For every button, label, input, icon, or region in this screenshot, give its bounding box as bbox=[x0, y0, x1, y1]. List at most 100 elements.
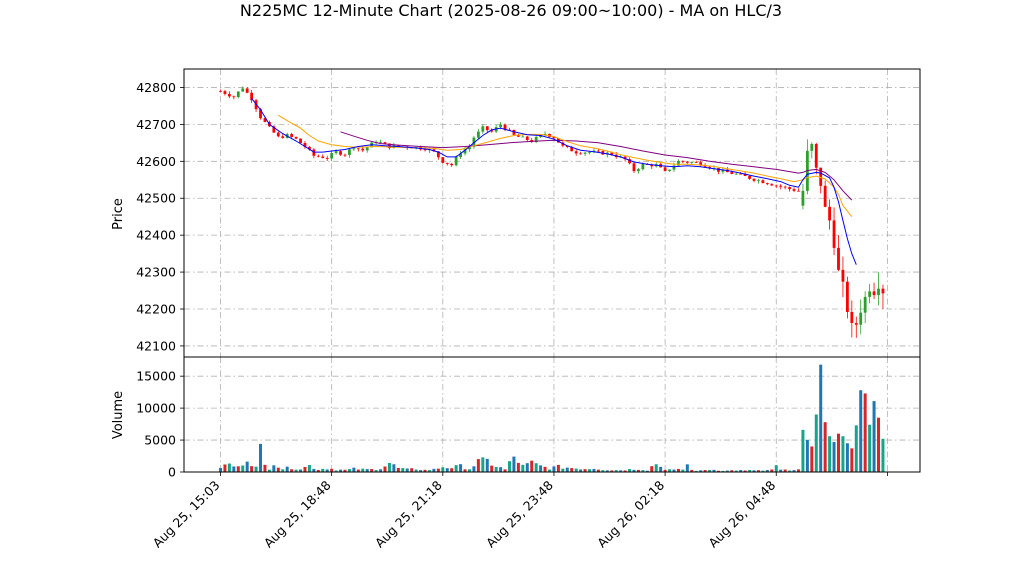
candle-body bbox=[690, 162, 694, 163]
volume-bar bbox=[490, 465, 494, 472]
volume-bar bbox=[565, 467, 569, 472]
candle-body bbox=[668, 169, 671, 171]
volume-bar bbox=[494, 466, 498, 472]
candle-body bbox=[468, 146, 471, 150]
candle-body bbox=[250, 92, 254, 101]
x-tick-label: Aug 25, 21:18 bbox=[372, 477, 445, 550]
volume-bar bbox=[503, 469, 507, 472]
volume-bar bbox=[254, 466, 258, 472]
volume-bar bbox=[850, 448, 854, 472]
candle-body bbox=[837, 247, 840, 270]
candle-body bbox=[227, 93, 231, 97]
volume-bar bbox=[881, 438, 885, 472]
candle-body bbox=[797, 190, 800, 192]
volume-bar bbox=[752, 470, 756, 472]
candle-body bbox=[454, 157, 458, 166]
volume-bar bbox=[845, 443, 849, 472]
volume-bar bbox=[459, 464, 463, 472]
volume-axis-label: Volume bbox=[111, 391, 126, 439]
volume-bar bbox=[699, 470, 703, 472]
volume-bar bbox=[556, 464, 560, 472]
candle-body bbox=[770, 184, 774, 186]
volume-bar bbox=[334, 470, 338, 472]
volume-bar bbox=[788, 470, 792, 472]
candle-body bbox=[792, 189, 796, 191]
volume-bar bbox=[525, 463, 529, 472]
volume-bar bbox=[370, 469, 374, 472]
volume-bar bbox=[614, 470, 618, 472]
volume-bar bbox=[596, 469, 600, 472]
volume-bar bbox=[663, 469, 667, 472]
volume-bar bbox=[716, 470, 720, 472]
candle-body bbox=[783, 186, 787, 188]
volume-bar bbox=[321, 468, 325, 472]
volume-bar bbox=[836, 433, 840, 472]
candle-body bbox=[436, 151, 440, 158]
candle-body bbox=[850, 312, 854, 323]
volume-bar bbox=[739, 470, 743, 472]
volume-bar bbox=[450, 468, 454, 472]
volume-bar bbox=[299, 469, 303, 472]
x-tick-label: Aug 25, 18:48 bbox=[261, 477, 334, 550]
volume-bar bbox=[619, 470, 623, 472]
volume-bar bbox=[267, 469, 271, 472]
candle-body bbox=[450, 163, 454, 166]
volume-panel-frame bbox=[183, 356, 921, 473]
volume-bar bbox=[796, 469, 800, 472]
volume-bar bbox=[379, 469, 383, 472]
candle-body bbox=[223, 91, 227, 94]
volume-bar bbox=[307, 465, 311, 472]
candle-body bbox=[321, 156, 325, 158]
candle-body bbox=[485, 126, 489, 131]
volume-bar bbox=[499, 467, 503, 472]
volume-bar bbox=[583, 469, 587, 472]
price-tick-label: 42300 bbox=[136, 265, 176, 280]
candle-body bbox=[734, 173, 738, 175]
volume-bar bbox=[628, 469, 632, 472]
candle-body bbox=[396, 145, 400, 147]
volume-bar bbox=[281, 469, 285, 472]
candle-body bbox=[259, 109, 262, 119]
volume-bar bbox=[539, 465, 543, 472]
candle-body bbox=[685, 161, 689, 163]
volume-bar bbox=[659, 466, 663, 472]
volume-bar bbox=[708, 469, 712, 472]
price-tick-label: 42400 bbox=[136, 228, 176, 243]
volume-bar bbox=[339, 469, 343, 472]
candle-body bbox=[294, 136, 298, 139]
volume-bar bbox=[610, 470, 614, 472]
volume-bar bbox=[432, 468, 436, 472]
candle-body bbox=[499, 124, 502, 128]
candle-body bbox=[476, 131, 480, 138]
candle-body bbox=[583, 152, 587, 154]
candle-body bbox=[516, 134, 520, 137]
volume-bar bbox=[512, 456, 516, 472]
volume-bar bbox=[521, 464, 525, 472]
volume-bar bbox=[476, 459, 480, 472]
volume-bar bbox=[548, 469, 552, 472]
candle-body bbox=[316, 155, 320, 157]
volume-bar bbox=[303, 466, 307, 472]
candle-body bbox=[574, 151, 578, 154]
candle-body bbox=[881, 288, 885, 294]
volume-bar bbox=[365, 469, 369, 472]
volume-bar bbox=[801, 429, 805, 472]
candle-body bbox=[325, 157, 329, 159]
candle-body bbox=[521, 136, 525, 138]
candle-body bbox=[543, 133, 547, 135]
volume-bar bbox=[467, 469, 471, 472]
candle-body bbox=[730, 172, 734, 175]
candle-body bbox=[356, 148, 360, 150]
candle-body bbox=[459, 153, 462, 158]
candle-body bbox=[872, 291, 876, 296]
volume-bar bbox=[725, 470, 729, 472]
volume-bar bbox=[423, 469, 427, 472]
volume-bar bbox=[570, 468, 574, 472]
candle-body bbox=[623, 156, 627, 160]
price-panel: 42100 42200 42300 42400 42500 42600 42700 42800 bbox=[136, 68, 921, 358]
candle-body bbox=[819, 167, 823, 186]
volume-bar bbox=[290, 469, 294, 472]
volume-bar bbox=[588, 469, 592, 472]
candle-body bbox=[752, 178, 756, 181]
